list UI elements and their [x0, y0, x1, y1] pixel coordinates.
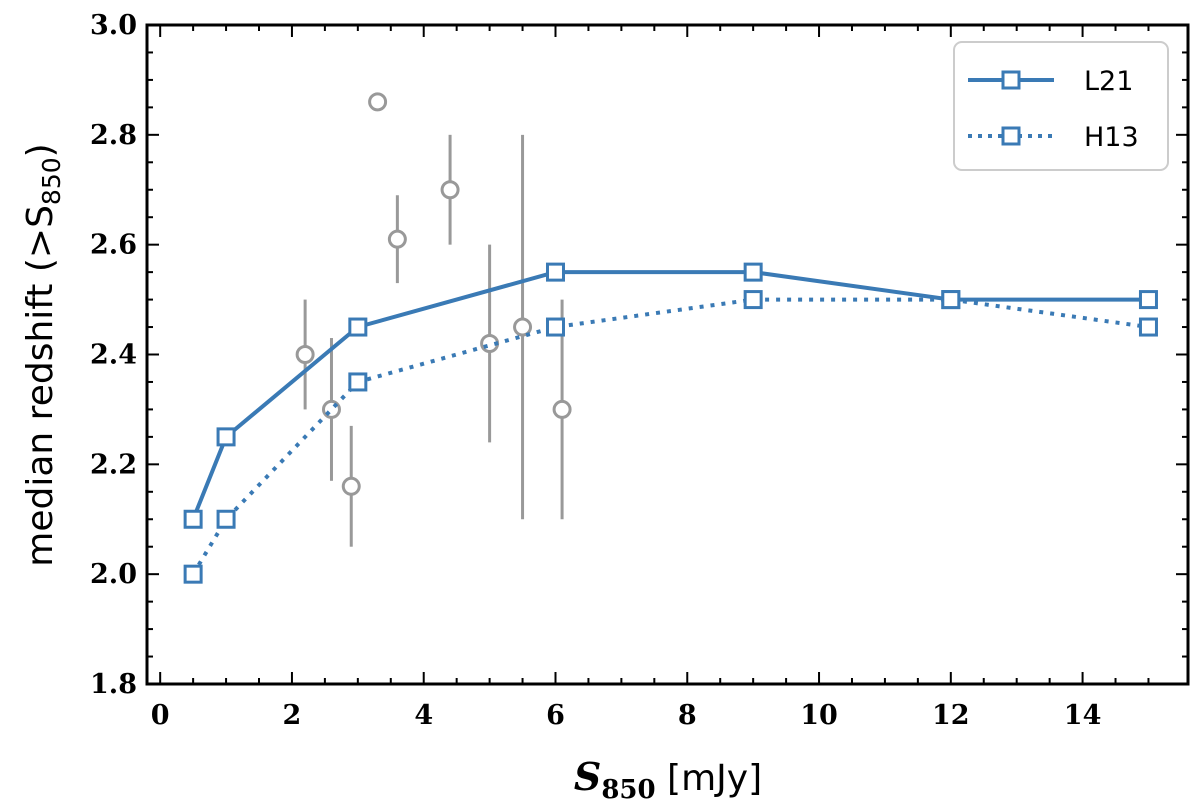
x-tick-label: 4 [414, 700, 433, 731]
observation-point [387, 195, 407, 284]
y-axis-label: median redshift (>S850) [20, 143, 66, 566]
observation-point [341, 425, 361, 547]
x-axis-symbol: S [574, 754, 601, 799]
observation-marker [440, 180, 460, 200]
y-axis-subscript: 850 [37, 157, 66, 205]
legend-label-l21: L21 [1084, 66, 1133, 97]
series-marker-l21 [348, 317, 368, 337]
series-marker-h13 [348, 372, 368, 392]
observation-point [368, 92, 388, 112]
series-layer [183, 262, 1158, 584]
observation-marker [513, 317, 533, 337]
x-tick-label: 10 [800, 700, 838, 731]
observation-point [295, 299, 315, 410]
x-axis-unit: [mJy] [656, 758, 763, 799]
legend-entry-l21: L21 [968, 66, 1133, 97]
observation-marker [368, 92, 388, 112]
observation-point [552, 299, 572, 520]
legend: L21 H13 [953, 41, 1169, 171]
y-tick-label: 3.0 [90, 10, 137, 41]
series-marker-h13 [545, 317, 565, 337]
observation-point [440, 134, 460, 245]
observation-marker [295, 345, 315, 364]
y-tick-label: 1.8 [90, 669, 137, 700]
series-marker-h13 [183, 564, 203, 584]
tick-labels: 0 2 4 6 8 10 12 14 1.8 2.0 2.2 2.4 2.6 2.8 3.0 [90, 10, 1101, 731]
legend-marker-h13 [1001, 126, 1021, 146]
series-marker-l21 [183, 509, 203, 529]
series-marker-h13 [743, 290, 763, 310]
series-marker-h13 [1138, 317, 1158, 337]
x-axis-subscript: 850 [601, 775, 655, 805]
x-axis-label: S850 [mJy] [574, 754, 762, 805]
legend-marker-l21 [1001, 70, 1021, 90]
series-marker-l21 [216, 427, 236, 447]
observations-layer [295, 92, 572, 547]
y-axis-text: median redshift (>S [20, 205, 61, 567]
observation-point [321, 338, 341, 481]
series-line-h13 [191, 297, 1149, 576]
x-tick-label: 6 [546, 700, 565, 731]
legend-label-h13: H13 [1084, 122, 1139, 153]
x-tick-label: 12 [932, 700, 970, 731]
plot-frame [145, 23, 1190, 686]
y-tick-label: 2.4 [90, 340, 137, 371]
y-tick-label: 2.2 [90, 449, 137, 480]
y-tick-label: 2.6 [90, 230, 137, 261]
observation-marker [341, 476, 361, 496]
x-tick-label: 8 [678, 700, 697, 731]
observation-point [513, 134, 533, 520]
x-tick-label: 0 [151, 700, 170, 731]
x-tick-label: 2 [283, 700, 302, 731]
x-tick-label: 14 [1064, 700, 1102, 731]
series-marker-l21 [1138, 290, 1158, 310]
series-line-l21 [191, 270, 1149, 521]
observation-marker [387, 229, 407, 249]
series-marker-l21 [743, 262, 763, 282]
observation-marker [321, 399, 341, 419]
y-tick-label: 2.0 [90, 559, 137, 590]
y-tick-label: 2.8 [90, 120, 137, 151]
series-marker-h13 [941, 290, 961, 310]
series-marker-h13 [216, 509, 236, 529]
legend-entry-h13: H13 [968, 122, 1139, 153]
observation-marker [552, 399, 572, 419]
y-axis-suffix: ) [20, 143, 61, 157]
series-marker-l21 [545, 262, 565, 282]
